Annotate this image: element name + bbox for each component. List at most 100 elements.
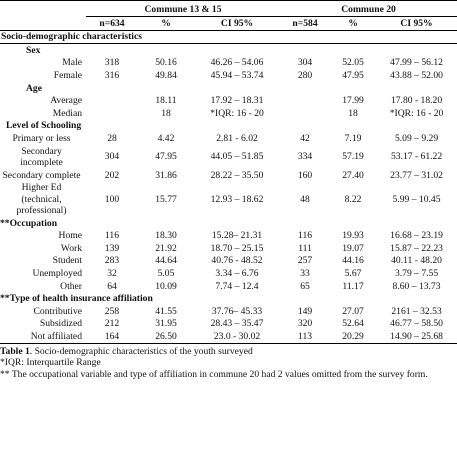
row-label: Other <box>60 280 82 292</box>
block-title: Age <box>26 82 42 94</box>
cell: 334 <box>297 151 313 163</box>
column-header: CI 95% <box>194 16 281 31</box>
column-header: n=634 <box>86 16 138 31</box>
cell: 40.11 - 48.20 <box>391 255 442 267</box>
cell: 318 <box>104 57 120 69</box>
block-title-row: **Occupation <box>0 217 457 230</box>
cell: 14.90 – 25.68 <box>376 330 457 344</box>
data-row: Home 116 18.30 15.28– 21.31 116 19.93 16.68 – … <box>0 230 457 243</box>
table-body: Sex Male 318 50.16 46.26 – 54.06 304 52.05 47.9… <box>0 44 457 344</box>
cell: 280 <box>297 69 313 81</box>
cell: 3.79 – 7.55 <box>394 267 439 279</box>
cell: 116 <box>298 230 313 242</box>
cell: 33 <box>300 267 310 279</box>
block-title: Level of Schooling <box>6 120 82 132</box>
column-header: % <box>330 16 377 31</box>
cell: 28.43 – 35.47 <box>210 318 264 330</box>
cell: 15.87 – 22.23 <box>390 242 443 254</box>
row-label: Not affiliated <box>0 330 86 344</box>
cell: 149 <box>297 305 313 317</box>
cell: 17.92 – 18.31 <box>210 95 264 107</box>
cell: 4.42 <box>157 132 175 144</box>
cell: 8.22 <box>344 193 362 205</box>
row-label: Home <box>58 230 82 242</box>
cell: 8.60 – 13.73 <box>392 280 441 292</box>
cell: 27.40 <box>342 169 364 181</box>
cell: 11.17 <box>342 280 364 292</box>
cell: 53.17 - 61.22 <box>390 151 443 163</box>
row-label: Primary or less <box>12 132 71 144</box>
cell: 320 <box>297 318 313 330</box>
block-title-row: **Type of health insurance affiliation <box>0 293 457 306</box>
row-label: Subsidized <box>39 318 82 330</box>
cell: 50.16 <box>155 57 177 69</box>
caption-label: Table 1 <box>0 345 30 357</box>
row-label: Work <box>60 242 82 254</box>
section-row: Socio-demographic characteristics <box>0 30 457 45</box>
cell: 5.05 <box>157 267 175 279</box>
row-label: Student <box>52 255 82 267</box>
row-label: Secondary incomplete <box>20 145 63 168</box>
column-header: % <box>138 16 194 31</box>
cell: 46.77 – 58.50 <box>390 318 443 330</box>
cell: 23.0 - 30.02 <box>194 330 281 344</box>
block-title: **Type of health insurance affiliation <box>0 293 153 305</box>
cell: 7.74 – 12.4 <box>215 280 259 292</box>
cell: 258 <box>104 305 120 317</box>
cell: 45.94 – 53.74 <box>210 69 264 81</box>
cell: 40.76 - 48.52 <box>211 255 263 267</box>
cell: 23.77 – 31.02 <box>390 169 443 181</box>
cell: 64 <box>107 280 117 292</box>
cell: 49.84 <box>155 69 177 81</box>
cell: 116 <box>104 230 120 242</box>
cell: 139 <box>104 242 120 254</box>
cell: 52.05 <box>342 57 364 69</box>
cell <box>280 107 330 120</box>
cell: 18 <box>161 107 171 119</box>
row-label: Median <box>52 107 82 119</box>
data-row: Subsidized 212 31.95 28.43 – 35.47 320 52.64 4… <box>0 318 457 331</box>
group-header: Commune 20 <box>280 0 457 17</box>
table: Commune 13 & 15 Commune 20 n=634% CI 95% n… <box>0 0 457 344</box>
block-title-row: Age <box>0 82 457 95</box>
cell: *IQR: 16 - 20 <box>389 107 444 119</box>
cell <box>86 95 138 108</box>
row-label: Unemployed <box>32 267 82 279</box>
cell: 304 <box>297 57 313 69</box>
section-title: Socio-demographic characteristics <box>0 30 457 45</box>
data-row: Contributive 258 41.55 37.76– 45.33 149 27.07… <box>0 305 457 318</box>
cell: 46.26 – 54.06 <box>210 57 264 69</box>
row-label: Contributive <box>33 305 83 317</box>
cell: 2161 – 32.53 <box>391 305 442 317</box>
cell: 52.64 <box>342 318 364 330</box>
cell: 212 <box>104 318 120 330</box>
cell: 15.28– 21.31 <box>211 230 263 242</box>
cell: 57.19 <box>342 151 364 163</box>
data-row: Work 139 21.92 18.70 – 25.15 111 19.07 15.87 –… <box>0 242 457 255</box>
cell: 5.09 – 9.29 <box>394 132 439 144</box>
caption-text: . Socio-demographic characteristics of t… <box>29 345 253 357</box>
note: ** The occupational variable and type of… <box>0 368 428 380</box>
cell: 20.29 <box>330 330 377 344</box>
cell: 43.88 – 52.00 <box>390 69 443 81</box>
cell: 32 <box>107 267 117 279</box>
cell: 7.19 <box>344 132 362 144</box>
data-row: Other 64 10.09 7.74 – 12.4 65 11.17 8.60 – 13.… <box>0 280 457 293</box>
cell: 19.93 <box>342 230 364 242</box>
cell: 41.55 <box>155 305 177 317</box>
row-label: Higher Ed (technical, professional) <box>16 182 67 216</box>
cell: 27.07 <box>342 305 364 317</box>
cell: 31.95 <box>155 318 177 330</box>
cell: 17.80 - 18.20 <box>390 95 443 107</box>
cell: 31.86 <box>155 169 177 181</box>
cell: 283 <box>104 255 120 267</box>
block-title: Sex <box>26 44 41 56</box>
cell: 5.67 <box>344 267 362 279</box>
cell: 12.93 – 18.62 <box>210 193 264 205</box>
block-title-row: Level of Schooling <box>0 120 457 133</box>
cell: 28.22 – 35.50 <box>210 169 264 181</box>
cell: 44.05 – 51.85 <box>210 151 264 163</box>
note: *IQR: Interquartile Range <box>0 357 101 369</box>
cell: 16.68 – 23.19 <box>390 230 443 242</box>
